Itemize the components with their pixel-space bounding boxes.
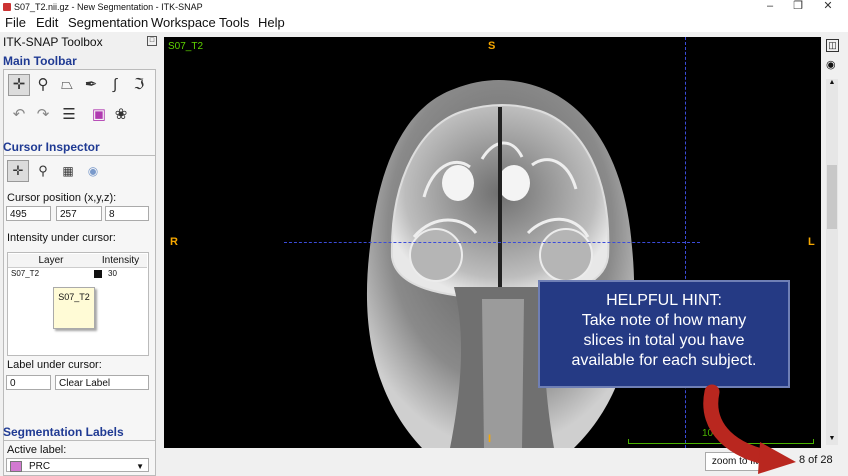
crosshair-horizontal [284, 242, 700, 243]
paintbrush-tool-icon[interactable]: ✒ [84, 76, 98, 93]
snake-tool-icon[interactable]: ∫ [112, 76, 118, 93]
redo-icon[interactable]: ↷ [36, 106, 50, 123]
viewer-side-toolbar: ◫ ◉ ▲ ▼ [823, 37, 848, 448]
table-row-intensity: 30 [108, 269, 117, 278]
chevron-down-icon: ▼ [136, 462, 144, 471]
scroll-up-icon[interactable]: ▲ [828, 79, 836, 86]
slice-counter: 8 of 28 [799, 454, 833, 466]
hint-title: HELPFUL HINT: [606, 292, 722, 309]
intensity-label: Intensity under cursor: [7, 232, 116, 244]
orient-right: L [808, 236, 815, 248]
cursor-z-field[interactable]: 8 [105, 206, 149, 221]
undo-icon[interactable]: ↶ [12, 106, 26, 123]
scale-bar-label: 10 [702, 428, 714, 439]
label-name-field[interactable]: Clear Label [55, 375, 149, 390]
scroll-down-icon[interactable]: ▼ [828, 435, 836, 442]
layer-column-header[interactable]: Layer [8, 254, 95, 268]
active-label-dropdown[interactable]: PRC ▼ [6, 458, 149, 472]
toolbox-title: ITK-SNAP Toolbox [3, 35, 103, 49]
close-button[interactable]: ✕ [823, 0, 833, 12]
title-bar: S07_T2.nii.gz - New Segmentation - ITK-S… [0, 0, 848, 14]
zoom-tool-icon[interactable]: ⚲ [37, 76, 49, 93]
layout-grid-icon[interactable]: ◫ [826, 39, 839, 52]
crosshair-tool-icon[interactable]: ✛ [8, 74, 30, 96]
active-label-swatch [10, 461, 22, 472]
layer-tooltip: S07_T2 [53, 287, 95, 329]
inspector-brain-icon[interactable]: ◉ [87, 164, 99, 178]
main-toolbar-heading: Main Toolbar [3, 54, 77, 68]
palette-icon[interactable]: ❀ [114, 106, 128, 123]
cursor-y-field[interactable]: 257 [56, 206, 102, 221]
hint-line-3: available for each subject. [571, 352, 757, 369]
scale-bar [628, 439, 814, 444]
menu-workspace[interactable]: Workspace [151, 15, 216, 30]
intensity-table: Layer Intensity S07_T2 30 [7, 252, 149, 356]
toolbox-panel: ITK-SNAP Toolbox □ Main Toolbar ✛ ⚲ ⏢ ✒ … [0, 32, 160, 476]
inspector-crosshair-icon[interactable]: ✛ [7, 160, 29, 182]
slice-scrollbar[interactable]: ▲ ▼ [826, 79, 838, 445]
label-editor-icon[interactable]: ▣ [91, 106, 107, 123]
viewer-image-name: S07_T2 [168, 41, 204, 52]
cursor-inspector-heading: Cursor Inspector [3, 140, 100, 154]
hint-line-2: slices in total you have [583, 332, 745, 349]
table-row-layer[interactable]: S07_T2 [11, 269, 40, 278]
label-under-cursor-label: Label under cursor: [7, 359, 102, 371]
app-icon [3, 3, 11, 11]
layer-color-swatch [94, 270, 102, 278]
menu-file[interactable]: File [5, 15, 26, 30]
cursor-x-field[interactable]: 495 [6, 206, 51, 221]
layers-icon[interactable]: ☰ [62, 106, 76, 123]
orient-top: S [488, 40, 496, 52]
crosshair-vertical [685, 37, 686, 448]
menu-help[interactable]: Help [258, 15, 285, 30]
intensity-column-header[interactable]: Intensity [94, 254, 147, 268]
menu-segmentation[interactable]: Segmentation [68, 15, 149, 30]
viewer-status-bar: zoom to fit 8 of 28 [164, 449, 848, 474]
annotation-tool-icon[interactable]: ℑ [133, 76, 145, 93]
active-label-caption: Active label: [7, 444, 67, 456]
polygon-tool-icon[interactable]: ⏢ [60, 76, 73, 93]
window-title: S07_T2.nii.gz - New Segmentation - ITK-S… [14, 2, 203, 12]
hint-line-1: Take note of how many [581, 312, 747, 329]
segmentation-labels-heading: Segmentation Labels [3, 425, 124, 439]
undock-icon[interactable]: □ [147, 36, 157, 46]
orient-bottom: I [488, 433, 492, 445]
zoom-to-fit-button[interactable]: zoom to fit [705, 452, 765, 471]
inspector-grid-icon[interactable]: ▦ [62, 164, 74, 178]
menu-edit[interactable]: Edit [36, 15, 59, 30]
main-toolbar: ✛ ⚲ ⏢ ✒ ∫ ℑ ↶ ↷ ☰ ▣ ❀ [3, 69, 156, 165]
scrollbar-thumb[interactable] [827, 165, 837, 229]
camera-icon[interactable]: ◉ [826, 59, 836, 71]
minimize-button[interactable]: – [766, 0, 774, 12]
active-label-name: PRC [29, 461, 51, 472]
orient-left: R [170, 236, 178, 248]
label-value-field[interactable]: 0 [6, 375, 51, 390]
menu-bar: File Edit Segmentation Workspace Tools H… [0, 14, 848, 32]
menu-tools[interactable]: Tools [219, 15, 250, 30]
helpful-hint-box: HELPFUL HINT: Take note of how many slic… [538, 280, 790, 388]
inspector-zoom-icon[interactable]: ⚲ [38, 163, 48, 178]
cursor-position-label: Cursor position (x,y,z): [7, 192, 117, 204]
maximize-button[interactable]: ❐ [793, 0, 803, 12]
